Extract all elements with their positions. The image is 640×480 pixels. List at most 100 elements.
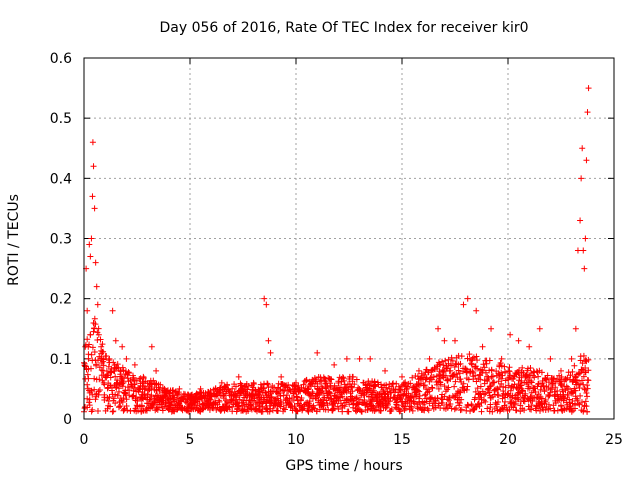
data-point bbox=[569, 397, 576, 404]
data-point bbox=[576, 385, 583, 392]
data-point bbox=[161, 385, 168, 392]
data-point bbox=[440, 362, 447, 369]
data-point bbox=[400, 380, 407, 387]
data-point bbox=[294, 408, 301, 415]
data-point bbox=[526, 406, 533, 413]
data-point bbox=[106, 393, 113, 400]
data-point bbox=[535, 381, 542, 388]
data-point bbox=[507, 387, 514, 394]
data-point bbox=[350, 373, 357, 380]
data-point bbox=[101, 381, 108, 388]
data-point bbox=[473, 307, 480, 314]
y-tick-label: 0.2 bbox=[50, 292, 72, 308]
data-point bbox=[95, 325, 102, 332]
data-point bbox=[119, 383, 126, 390]
data-point bbox=[93, 362, 100, 369]
data-point bbox=[338, 378, 345, 385]
data-point bbox=[501, 363, 508, 370]
data-point bbox=[456, 370, 463, 377]
data-point bbox=[481, 364, 488, 371]
data-point bbox=[276, 390, 283, 397]
data-point bbox=[506, 406, 513, 413]
data-point bbox=[516, 389, 523, 396]
data-point bbox=[291, 403, 298, 410]
data-point bbox=[369, 389, 376, 396]
data-point bbox=[364, 406, 371, 413]
data-point bbox=[494, 385, 501, 392]
data-point bbox=[524, 365, 531, 372]
data-point bbox=[259, 408, 266, 415]
data-point bbox=[293, 393, 300, 400]
data-point bbox=[472, 372, 479, 379]
data-point bbox=[319, 400, 326, 407]
data-point bbox=[341, 377, 348, 384]
data-point bbox=[264, 381, 271, 388]
data-point bbox=[356, 355, 363, 362]
data-point bbox=[458, 353, 465, 360]
data-point bbox=[452, 337, 458, 344]
data-point bbox=[521, 398, 528, 405]
data-point bbox=[86, 396, 93, 403]
data-point bbox=[409, 374, 416, 381]
data-point bbox=[210, 405, 217, 412]
data-point bbox=[558, 374, 565, 381]
data-point bbox=[435, 385, 442, 392]
y-tick-label: 0 bbox=[63, 412, 72, 428]
data-point bbox=[436, 361, 443, 368]
data-point bbox=[82, 403, 89, 410]
data-point bbox=[265, 384, 272, 391]
data-point bbox=[263, 400, 270, 407]
data-point bbox=[82, 363, 89, 370]
data-point bbox=[583, 157, 590, 164]
data-point bbox=[319, 385, 326, 392]
data-point bbox=[290, 389, 297, 396]
data-point bbox=[339, 393, 346, 400]
data-point bbox=[388, 406, 395, 413]
data-point bbox=[133, 402, 140, 409]
data-point bbox=[585, 377, 592, 384]
data-point bbox=[175, 391, 182, 398]
data-point bbox=[355, 386, 362, 393]
data-point bbox=[426, 400, 433, 407]
data-point bbox=[463, 386, 470, 393]
data-point bbox=[447, 367, 454, 374]
data-point bbox=[108, 368, 115, 375]
data-point bbox=[521, 407, 528, 414]
data-point bbox=[515, 370, 522, 377]
data-point bbox=[478, 408, 485, 415]
data-point bbox=[119, 380, 126, 387]
data-point bbox=[412, 393, 419, 400]
data-point bbox=[124, 384, 131, 391]
data-point bbox=[101, 394, 108, 401]
data-point bbox=[475, 395, 482, 402]
data-point bbox=[263, 301, 270, 308]
data-point bbox=[97, 355, 104, 362]
data-point bbox=[547, 405, 554, 412]
data-point bbox=[157, 401, 164, 408]
data-point bbox=[513, 407, 520, 414]
data-point bbox=[305, 408, 312, 415]
data-point bbox=[537, 394, 544, 401]
data-point bbox=[580, 407, 587, 414]
data-point bbox=[86, 241, 93, 248]
data-point bbox=[458, 396, 465, 403]
data-point bbox=[119, 343, 126, 350]
data-point bbox=[121, 374, 128, 381]
data-point bbox=[294, 393, 301, 400]
data-point bbox=[469, 355, 476, 362]
data-point bbox=[576, 401, 583, 408]
data-point bbox=[483, 360, 490, 367]
data-point bbox=[193, 392, 200, 399]
data-point bbox=[578, 175, 585, 182]
data-point bbox=[535, 373, 542, 380]
data-point bbox=[209, 404, 216, 411]
data-point bbox=[442, 357, 449, 364]
data-point bbox=[533, 394, 540, 401]
data-point bbox=[426, 388, 433, 395]
data-point bbox=[557, 380, 564, 387]
data-point bbox=[235, 403, 242, 410]
data-point bbox=[547, 389, 554, 396]
data-point bbox=[498, 355, 505, 362]
data-point bbox=[541, 388, 548, 395]
